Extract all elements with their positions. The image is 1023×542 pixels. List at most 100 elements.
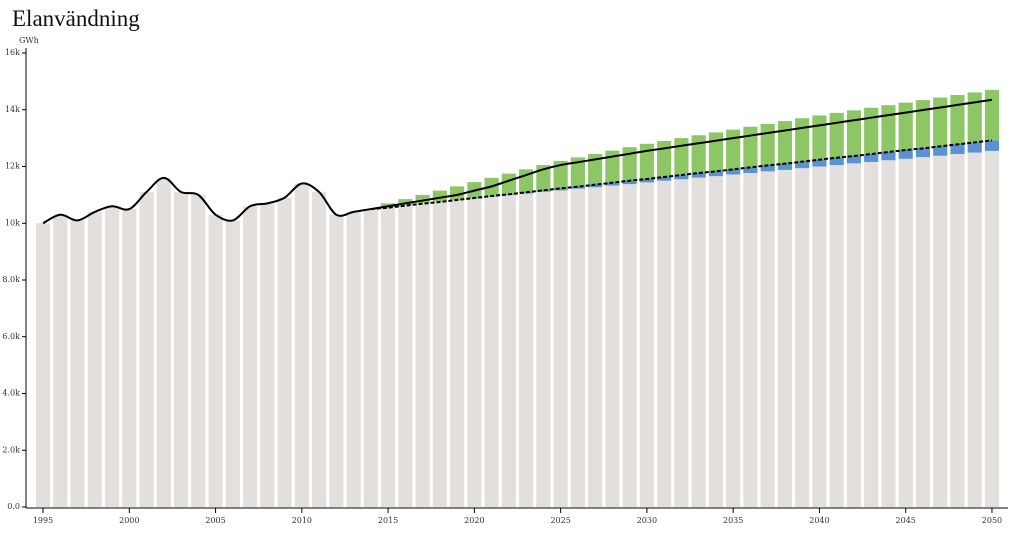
bar	[622, 147, 637, 181]
bar	[622, 180, 637, 185]
bar	[242, 206, 258, 507]
bar	[812, 159, 827, 167]
bar	[795, 161, 810, 169]
bar	[657, 176, 672, 181]
bar	[743, 167, 758, 174]
y-tick-label: 0.0	[7, 502, 20, 511]
bar	[432, 201, 447, 507]
bar	[501, 173, 516, 194]
bar	[708, 132, 723, 172]
bar	[605, 150, 620, 183]
chart-title: Elanvändning	[12, 6, 140, 31]
bar	[225, 220, 240, 507]
bar	[536, 190, 551, 192]
y-tick-label: 10k	[5, 218, 20, 227]
bar	[795, 168, 810, 507]
bar	[708, 176, 723, 507]
bar	[777, 163, 793, 170]
bar	[674, 174, 689, 180]
x-tick-label: 2020	[464, 516, 484, 525]
bar	[967, 142, 982, 153]
bar	[743, 173, 758, 507]
bar	[846, 155, 862, 164]
bar	[657, 180, 672, 507]
x-tick-label: 2025	[550, 516, 570, 525]
bar	[398, 199, 413, 205]
bar	[777, 169, 793, 507]
bar	[588, 187, 603, 507]
y-tick-label: 2.0k	[2, 445, 20, 454]
bar	[122, 209, 137, 507]
bar	[674, 138, 689, 175]
bar	[277, 197, 292, 507]
bar	[588, 154, 603, 185]
bar	[605, 182, 620, 186]
x-tick-label: 2005	[205, 516, 225, 525]
bar	[812, 115, 827, 160]
x-tick-label: 2045	[896, 516, 916, 525]
x-tick-label: 2035	[723, 516, 743, 525]
bar	[588, 184, 603, 188]
x-tick-label: 2030	[637, 516, 657, 525]
bar	[450, 199, 465, 508]
bar	[363, 209, 378, 507]
bar	[915, 157, 931, 508]
bar	[70, 220, 85, 507]
bar	[726, 129, 741, 170]
bar	[639, 143, 654, 179]
bar	[984, 150, 1000, 508]
bar	[760, 165, 775, 172]
y-tick-label: 14k	[5, 105, 20, 114]
bar	[933, 146, 948, 156]
bar	[87, 211, 102, 507]
bar	[915, 147, 931, 158]
bar	[657, 140, 672, 177]
bar	[484, 196, 499, 507]
bar	[795, 118, 810, 162]
bar	[881, 151, 896, 161]
bar	[501, 194, 516, 507]
x-tick-label: 2015	[378, 516, 398, 525]
bar	[536, 191, 551, 507]
bar	[35, 223, 51, 507]
bar	[864, 107, 879, 154]
bar	[726, 169, 741, 175]
bar	[933, 97, 948, 147]
bar	[829, 112, 844, 158]
bar	[864, 153, 879, 162]
bar	[415, 202, 430, 507]
bar	[691, 135, 706, 173]
bar	[846, 110, 862, 156]
bar	[967, 92, 982, 143]
bar	[777, 121, 793, 164]
bar	[639, 182, 654, 507]
bar	[294, 183, 309, 507]
bar	[208, 214, 223, 508]
bar	[864, 161, 879, 507]
bar	[553, 190, 568, 507]
bar	[881, 105, 896, 152]
bar	[674, 179, 689, 508]
bar	[260, 203, 275, 507]
bar	[743, 126, 758, 168]
bar	[570, 157, 585, 187]
bar	[829, 165, 844, 508]
bar	[346, 211, 361, 507]
bar	[950, 154, 965, 507]
bar	[933, 155, 948, 507]
bar	[104, 206, 120, 507]
bar	[139, 192, 154, 507]
bar	[950, 144, 965, 155]
bar	[553, 160, 568, 189]
bar	[760, 171, 775, 508]
y-unit: GWh	[19, 36, 39, 45]
bar	[570, 188, 585, 507]
bar	[812, 166, 827, 507]
bar	[915, 100, 931, 148]
bar	[898, 158, 913, 507]
x-tick-label: 1995	[33, 516, 53, 525]
bar	[173, 192, 189, 507]
bar	[829, 157, 844, 166]
line	[370, 139, 993, 211]
